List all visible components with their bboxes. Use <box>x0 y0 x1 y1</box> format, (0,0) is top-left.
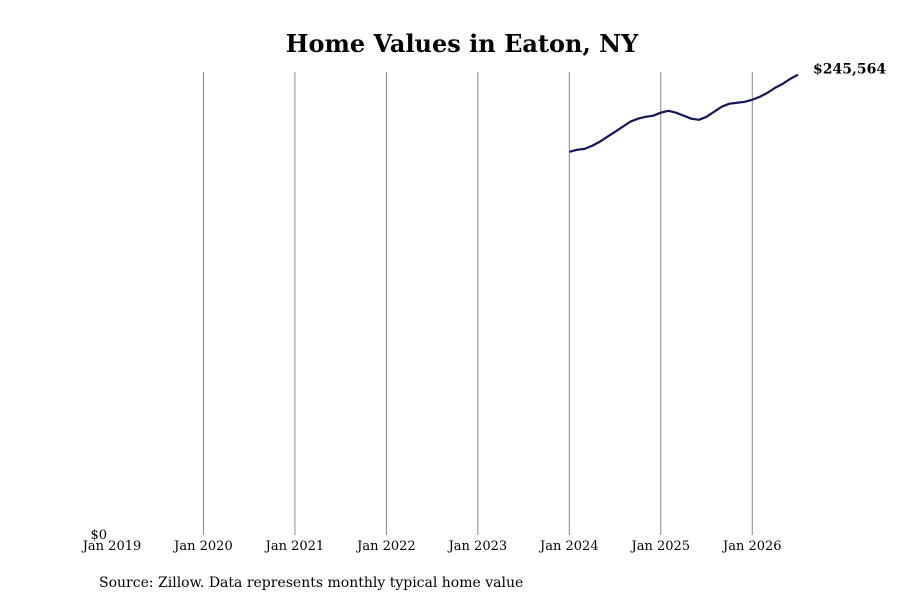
y-tick-label: $0 <box>90 528 107 543</box>
x-tick-label: Jan 2021 <box>264 539 325 554</box>
x-tick-label: Jan 2020 <box>172 539 233 554</box>
x-tick-label: Jan 2022 <box>355 539 416 554</box>
x-tick-label: Jan 2026 <box>721 539 782 554</box>
x-tick-label: Jan 2019 <box>81 539 142 554</box>
x-tick-label: Jan 2025 <box>630 539 691 554</box>
x-tick-label: Jan 2024 <box>538 539 599 554</box>
series-line <box>569 73 799 153</box>
x-tick-label: Jan 2023 <box>447 539 508 554</box>
source-note: Source: Zillow. Data represents monthly … <box>99 575 523 591</box>
value-label: $245,564 <box>813 62 886 78</box>
chart-title: Home Values in Eaton, NY <box>286 29 639 58</box>
